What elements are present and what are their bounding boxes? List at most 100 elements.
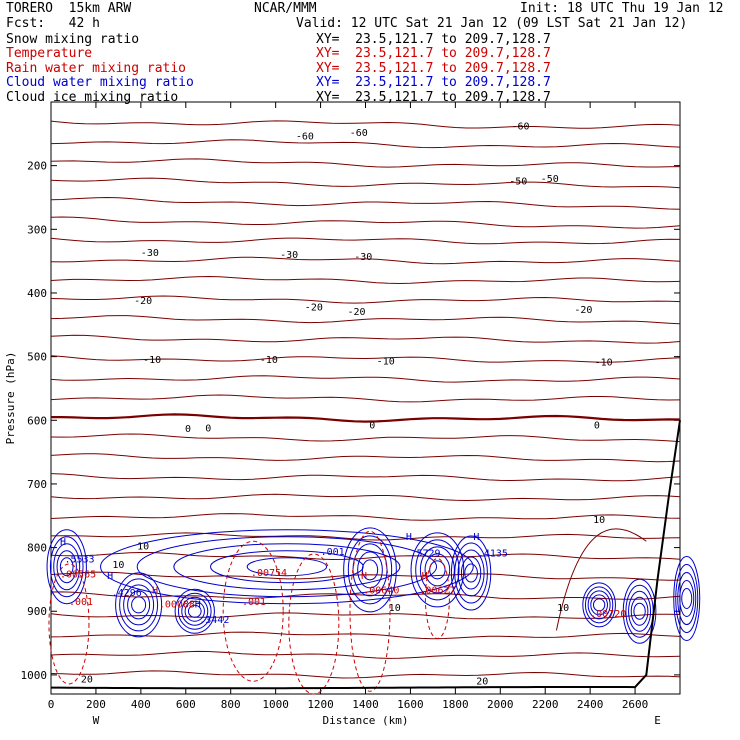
isotherm-label: -50 <box>509 176 527 187</box>
temperature-isotherm <box>50 315 681 325</box>
cloud-water-contour <box>592 598 606 612</box>
temperature-isotherm <box>50 275 681 285</box>
cloud-water-contour <box>673 556 701 642</box>
y-tick-label: 500 <box>27 351 47 364</box>
isotherm-label: 10 <box>593 515 605 526</box>
x-tick-label: 2200 <box>532 698 559 711</box>
isotherm-label: 20 <box>476 677 488 688</box>
temperature-isotherm <box>51 413 681 423</box>
cloud-water-contour <box>136 536 438 598</box>
temperature-isotherm <box>50 334 681 344</box>
cloud-water-label: .3442 <box>199 615 229 626</box>
rain-water-contour <box>424 558 450 640</box>
temperature-isotherm <box>50 650 681 659</box>
y-axis-label: Pressure (hPa) <box>4 352 17 445</box>
cloud-water-contour <box>115 572 163 638</box>
cloud-water-contour <box>677 572 697 626</box>
isotherm-label: 0 <box>185 424 191 435</box>
legend-field-xy: XY= 23.5,121.7 to 209.7,128.7 <box>316 32 551 47</box>
x-tick-label: 2400 <box>577 698 604 711</box>
x-tick-label: 1600 <box>397 698 424 711</box>
isotherm-label: -10 <box>377 356 395 367</box>
cloud-water-contour <box>628 590 652 632</box>
terrain-line <box>50 420 681 690</box>
temperature-isotherm <box>50 493 681 502</box>
temperature-isotherm <box>50 571 681 581</box>
x-tick-label: 1400 <box>352 698 379 711</box>
cloud-water-label: H <box>406 532 412 543</box>
cloud-water-contour <box>625 584 654 638</box>
cloud-water-contour <box>357 551 383 589</box>
cloud-water-contour <box>630 596 649 626</box>
cloud-water-contour <box>590 594 608 616</box>
isotherm-label: 10 <box>389 603 401 614</box>
y-tick-label: 300 <box>27 223 47 236</box>
cloud-water-label: H <box>60 537 66 548</box>
cloud-water-contour <box>454 542 488 604</box>
cloud-water-contour <box>347 535 393 605</box>
legend-field-name: Cloud ice mixing ratio <box>6 90 179 105</box>
isotherm-label: 20 <box>81 675 93 686</box>
legend-field-name: Temperature <box>6 46 93 61</box>
x-tick-label: 1200 <box>307 698 334 711</box>
cloud-water-contour <box>127 590 151 620</box>
isotherm-label: 10 <box>557 603 569 614</box>
isotherm-label: -20 <box>134 296 152 307</box>
isotherm-label: -10 <box>143 355 161 366</box>
x-tick-label: 1800 <box>442 698 469 711</box>
rain-water-label: .00565 <box>60 570 96 581</box>
x-tick-label: 1000 <box>262 698 289 711</box>
cloud-water-contour <box>174 588 215 634</box>
isotherm-label: 10 <box>112 560 124 571</box>
temperature-isotherm <box>50 532 681 541</box>
y-tick-label: 200 <box>27 160 47 173</box>
isotherm-label: -50 <box>541 174 559 185</box>
y-tick-label: 600 <box>27 414 47 427</box>
east-label: E <box>654 714 661 727</box>
isotherm-label: -10 <box>260 355 278 366</box>
temperature-isotherm <box>50 139 681 149</box>
cloud-water-contour <box>184 600 205 622</box>
legend-field-name: Cloud water mixing ratio <box>6 75 194 90</box>
cloud-water-contour <box>181 596 209 626</box>
temperature-isotherm <box>50 120 681 129</box>
temperature-isotherm <box>50 256 681 265</box>
temperature-isotherm <box>50 513 681 521</box>
cloud-water-label: .5729 <box>410 549 440 560</box>
west-label: W <box>93 714 100 727</box>
rain-water-label: .00754 <box>251 568 287 579</box>
x-tick-label: 600 <box>176 698 196 711</box>
rain-water-contour <box>288 553 340 695</box>
isotherm-label: 0 <box>594 421 600 432</box>
rain-water-label: .00627 <box>419 586 455 597</box>
cloud-water-contour <box>415 539 460 601</box>
x-tick-label: 0 <box>48 698 55 711</box>
isotherm-label: 10 <box>137 542 149 553</box>
cloud-water-contour <box>173 543 401 591</box>
x-tick-label: 200 <box>86 698 106 711</box>
cloud-water-contour <box>675 564 699 634</box>
legend-field-xy: XY= 23.5,121.7 to 209.7,128.7 <box>316 46 551 61</box>
cloud-water-contour <box>49 536 84 598</box>
cloud-water-contour <box>100 529 474 605</box>
rain-water-label: .001 <box>69 597 93 608</box>
cloud-water-label: H <box>473 532 479 543</box>
cloud-water-label: H <box>107 571 113 582</box>
cloud-water-contour <box>59 557 74 577</box>
cloud-water-contour <box>187 604 202 618</box>
init-time: Init: 18 UTC Thu 19 Jan 12 <box>520 1 724 16</box>
y-tick-label: 700 <box>27 478 47 491</box>
center-title: NCAR/MMM <box>254 1 317 16</box>
isotherm-label: -30 <box>354 252 372 263</box>
temperature-isotherm <box>50 177 681 189</box>
legend-field-name: Snow mixing ratio <box>6 32 140 47</box>
isotherm-label: -60 <box>296 132 314 143</box>
rain-water-contour <box>222 540 284 682</box>
temperature-isotherm <box>50 295 681 304</box>
cloud-water-contour <box>119 578 159 632</box>
legend-field-xy: XY= 23.5,121.7 to 209.7,128.7 <box>316 90 551 105</box>
valid-time: Valid: 12 UTC Sat 21 Jan 12 (09 LST Sat … <box>296 16 688 31</box>
rain-water-label: .00720 <box>590 609 626 620</box>
cloud-water-contour <box>464 563 478 583</box>
